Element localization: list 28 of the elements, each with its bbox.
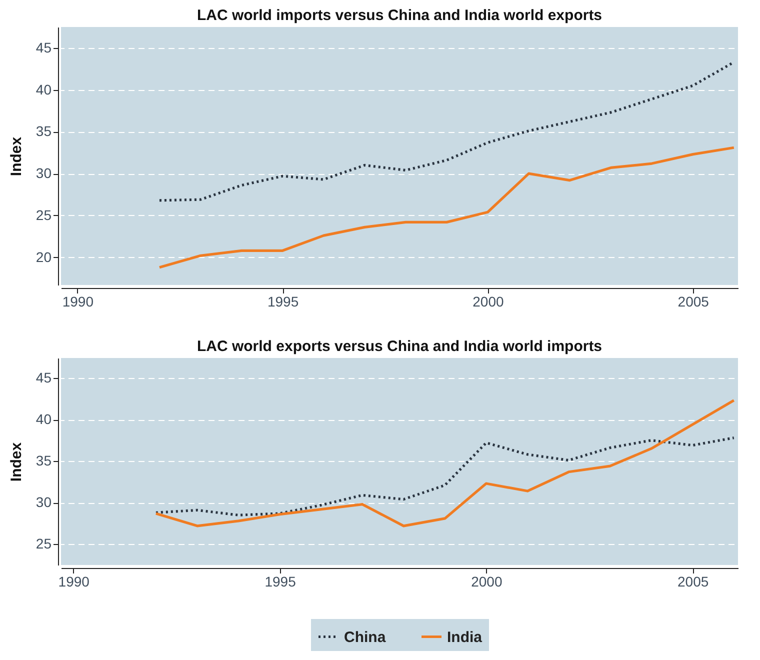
x-tick-label: 2000	[472, 294, 504, 310]
y-tick-label: 40	[36, 81, 52, 98]
y-tick-label: 30	[36, 165, 52, 182]
line-series	[158, 146, 736, 269]
y-tick-label: 25	[36, 206, 52, 223]
x-tick-label: 1995	[264, 574, 296, 590]
y-tick-label: 40	[36, 411, 52, 428]
line-series	[154, 399, 736, 528]
x-tick-label: 2005	[678, 574, 709, 590]
y-axis-title: Index	[8, 442, 25, 482]
legend-label: China	[344, 628, 386, 646]
x-tick-label: 2000	[471, 574, 502, 590]
chart-title: LAC world exports versus China and India world imports	[196, 338, 602, 355]
x-tick-label: 2005	[678, 294, 710, 310]
chart-title: LAC world imports versus China and India world exports	[196, 7, 602, 24]
x-tick-label: 1995	[267, 294, 299, 310]
x-tick-label: 1990	[58, 574, 90, 590]
y-tick-label: 30	[36, 494, 52, 510]
y-axis-title: Index	[8, 136, 25, 176]
y-tick-label: 20	[36, 248, 52, 265]
line-series	[154, 436, 736, 516]
legend-label: India	[447, 628, 483, 646]
y-tick-label: 45	[36, 39, 52, 56]
x-tick-label: 1990	[62, 294, 94, 310]
y-tick-label: 25	[36, 536, 52, 552]
y-tick-label: 45	[36, 369, 52, 386]
y-tick-label: 35	[36, 123, 52, 140]
y-tick-label: 35	[36, 452, 52, 469]
